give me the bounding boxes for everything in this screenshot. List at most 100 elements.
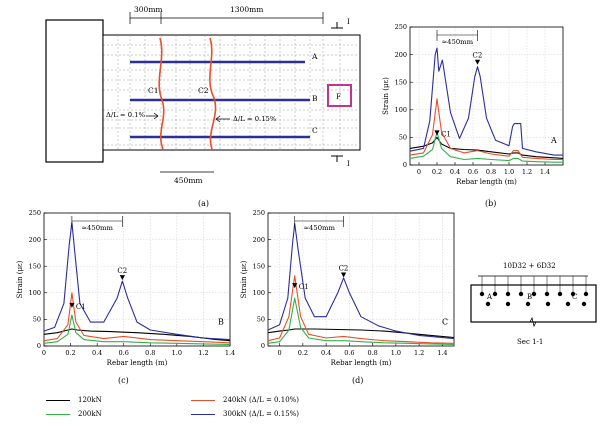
series-line-0 — [43, 328, 231, 342]
crack-c1 — [158, 37, 165, 150]
x-axis-label: Rebar length (m) — [456, 178, 517, 186]
y-tick-label: 200 — [253, 236, 265, 244]
c2-label: C2 — [339, 265, 349, 273]
x-tick-label: 0.2 — [432, 168, 442, 176]
x-tick-label: 0.6 — [468, 168, 478, 176]
y-tick-label: 250 — [395, 23, 407, 31]
row-label: A — [550, 136, 557, 145]
dim-450-label: 450mm — [174, 176, 203, 185]
panel-a: 300mm 1300mm 450mm I I A B C C1 C2 Δ/L =… — [45, 5, 361, 208]
x-tick-label: 1.4 — [540, 168, 550, 176]
x-tick-label: 0 — [278, 349, 282, 357]
series-line-2 — [409, 98, 563, 161]
measure-box-label: F — [336, 93, 341, 101]
section-label-a: A — [486, 293, 493, 301]
chart-c: 0 0.2 0.4 0.6 0.8 1.0 1.2 1.4 0 50 100 150 200 250 Reb… — [16, 209, 235, 367]
section-marker-top — [331, 22, 343, 29]
x-tick-label: 0.2 — [65, 349, 75, 357]
x-axis-label: Rebar length (m) — [331, 359, 392, 367]
section-bar-bottom-2 — [525, 301, 531, 307]
section-bars — [479, 291, 589, 307]
y-tick-label: 0 — [37, 342, 41, 350]
y-tick-label: 250 — [29, 209, 41, 217]
section-bar-top-0 — [479, 291, 485, 297]
y-tick-label: 50 — [257, 316, 265, 324]
crack-c2 — [209, 37, 217, 150]
c1-label: C1 — [299, 283, 309, 291]
x-tick-label: 1.0 — [504, 168, 514, 176]
y-tick-label: 100 — [253, 289, 265, 297]
x-tick-label: 1.4 — [225, 349, 235, 357]
section-bar-top-1 — [492, 291, 498, 297]
c1-marker — [69, 302, 75, 308]
y-axis-label: Strain (με) — [382, 77, 390, 115]
slab-grid — [102, 35, 360, 150]
y-tick-label: 250 — [253, 209, 265, 217]
x-tick-label: 0 — [417, 168, 421, 176]
row-label: C — [442, 318, 448, 327]
chart-d: 0 0.2 0.4 0.6 0.8 1.0 1.2 1.4 0 50 100 150 200 250 Reb… — [240, 209, 455, 367]
y-tick-label: 150 — [29, 262, 41, 270]
x-tick-label: 1.2 — [522, 168, 532, 176]
series-line-3 — [43, 222, 231, 341]
y-tick-label: 50 — [33, 316, 41, 324]
x-tick-label: 0.6 — [344, 349, 354, 357]
series-line-1 — [267, 297, 455, 345]
legend-label-200: 200kN — [78, 410, 102, 418]
section-bar-bottom-3 — [545, 301, 551, 307]
chart-b: 0 0.2 0.4 0.6 0.8 1.0 1.2 1.4 0 50 100 150 200 250 Reb… — [382, 23, 564, 186]
series-line-2 — [267, 275, 455, 344]
c2-marker — [474, 59, 481, 65]
row-label-a: A — [311, 52, 318, 61]
slip-right-label: Δ/L = 0.15% — [233, 115, 277, 123]
legend-item-300: 300kN (Δ/L = 0.15%) — [191, 410, 299, 418]
panel-d-caption: (d) — [352, 376, 363, 385]
slip-left-arrow — [146, 112, 159, 120]
x-tick-label: 0 — [42, 349, 46, 357]
spacing-label: ≈450mm — [81, 224, 113, 232]
series-line-3 — [409, 47, 563, 156]
x-tick-label: 1.0 — [391, 349, 401, 357]
plot-frame — [267, 212, 455, 347]
slab-outline — [102, 34, 361, 151]
legend-label-300: 300kN (Δ/L = 0.15%) — [223, 410, 300, 418]
row-label-c: C — [312, 126, 318, 135]
y-axis-label: Strain (με) — [240, 260, 248, 298]
legend-swatch-120 — [46, 399, 70, 401]
y-axis-label: Strain (με) — [16, 260, 24, 298]
y-tick-label: 200 — [29, 236, 41, 244]
x-tick-label: 1.4 — [437, 349, 447, 357]
section-bar-bottom-4 — [565, 301, 571, 307]
plot-frame — [409, 26, 564, 166]
section-outline — [470, 284, 597, 323]
section-label-b: B — [527, 293, 532, 301]
c2-marker — [119, 275, 125, 281]
y-tick-label: 100 — [395, 106, 407, 114]
section-marker-top-label: I — [347, 18, 350, 26]
x-tick-label: 0.4 — [92, 349, 102, 357]
section-bar-top-7 — [570, 291, 576, 297]
section-bar-top-6 — [557, 291, 563, 297]
c2-marker — [340, 272, 347, 278]
legend-label-240: 240kN (Δ/L = 0.10%) — [223, 396, 300, 404]
y-tick-label: 50 — [399, 134, 407, 142]
section-bar-bottom-1 — [505, 301, 511, 307]
x-tick-label: 0.8 — [367, 349, 377, 357]
x-tick-label: 0.6 — [119, 349, 129, 357]
series-line-1 — [43, 314, 231, 345]
slip-left-label: Δ/L = 0.1% — [106, 111, 146, 119]
x-tick-label: 1.0 — [172, 349, 182, 357]
x-tick-label: 0.4 — [321, 349, 331, 357]
crack-c1-label: C1 — [148, 86, 159, 95]
series-line-1 — [409, 131, 563, 163]
legend-swatch-240 — [191, 399, 215, 401]
dim-300-label: 300mm — [134, 5, 163, 14]
c1-label: C1 — [76, 303, 86, 311]
x-axis-label: Rebar length (m) — [107, 359, 168, 367]
row-label: B — [218, 318, 224, 327]
panel-c-caption: (c) — [118, 376, 129, 385]
section-leaders — [481, 276, 587, 292]
section-bar-bottom-0 — [485, 301, 491, 307]
series-line-3 — [267, 223, 455, 340]
crack-c2-label: C2 — [198, 86, 209, 95]
